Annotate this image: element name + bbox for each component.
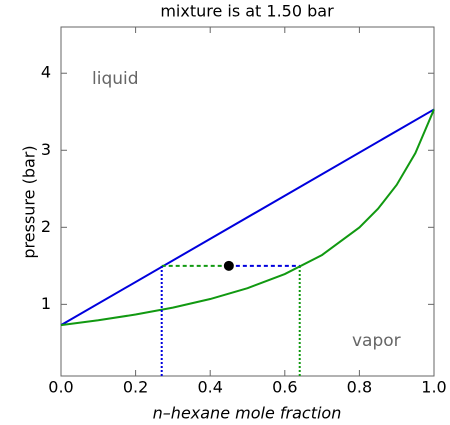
- series-line: [60, 109, 435, 327]
- x-tick-label: 0.0: [48, 378, 73, 397]
- y-tick-label: 1: [41, 294, 51, 313]
- x-tick-label: 0.6: [272, 378, 297, 397]
- y-tick-label: 4: [41, 63, 51, 82]
- x-tick-label: 0.8: [347, 378, 372, 397]
- x-tick-label: 0.4: [197, 378, 222, 397]
- series-line: [60, 108, 435, 327]
- state-point: [223, 260, 234, 271]
- y-tick-label: 2: [41, 217, 51, 236]
- x-tick-label: 1.0: [421, 378, 446, 397]
- x-tick-label: 0.2: [123, 378, 148, 397]
- plot-frame: [60, 26, 435, 377]
- x-axis-label: n–hexane mole fraction: [153, 404, 342, 423]
- annotation: vapor: [352, 331, 401, 351]
- annotation: liquid: [92, 69, 139, 89]
- chart-title: mixture is at 1.50 bar: [160, 2, 334, 21]
- y-axis-label: pressure (bar): [20, 145, 39, 258]
- y-tick-label: 3: [41, 140, 51, 159]
